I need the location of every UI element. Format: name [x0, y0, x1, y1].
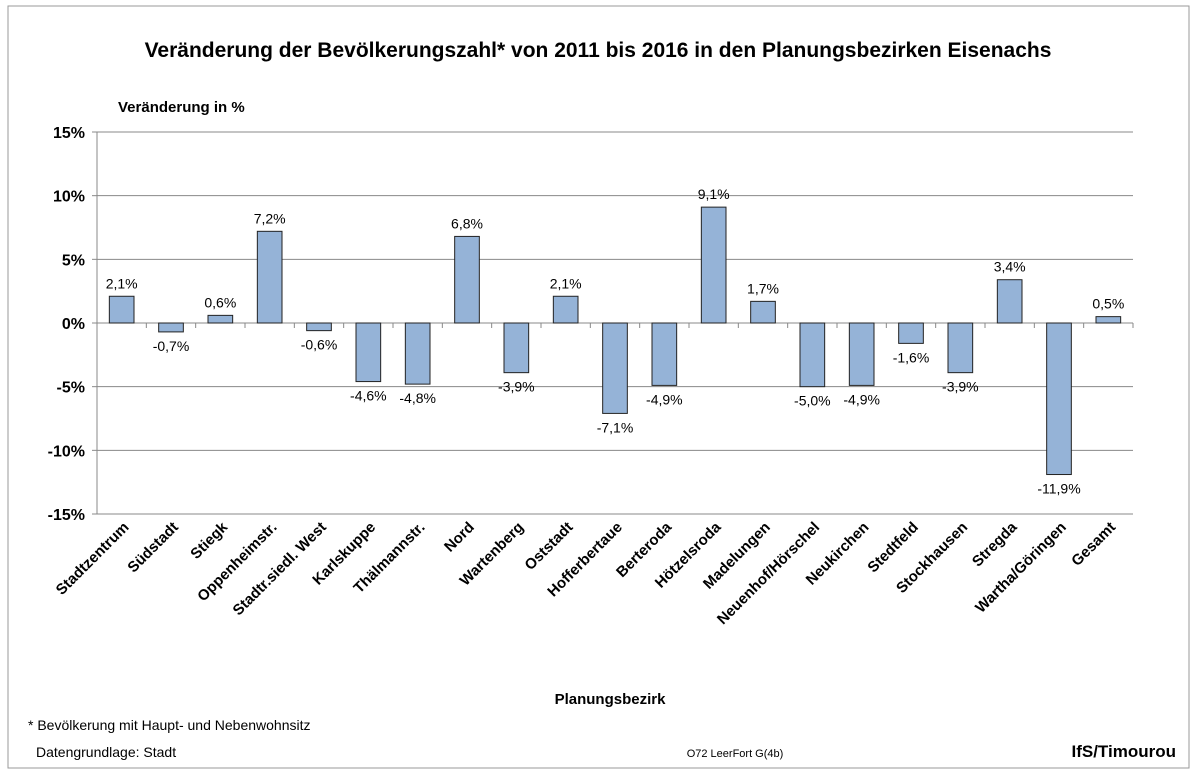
bar	[996, 279, 1023, 324]
y-tick-label: 10%	[53, 189, 85, 206]
chart-title: Veränderung der Bevölkerungszahl* von 20…	[145, 39, 1052, 62]
bar	[1095, 316, 1122, 324]
value-label: 0,6%	[204, 294, 236, 310]
footnote: * Bevölkerung mit Haupt- und Nebenwohnsi…	[28, 717, 311, 733]
value-label: 0,5%	[1092, 296, 1124, 312]
y-tick-label: -10%	[48, 443, 85, 460]
value-label: -11,9%	[1037, 481, 1080, 497]
bar	[602, 322, 628, 414]
y-tick-label: -15%	[48, 507, 85, 524]
value-label: 2,1%	[550, 275, 582, 291]
value-label: -1,6%	[893, 349, 930, 365]
y-axis-label: Veränderung in %	[118, 99, 245, 116]
value-label: -4,8%	[399, 390, 436, 406]
bar	[355, 322, 382, 383]
bar	[158, 322, 184, 333]
y-tick-label: 15%	[53, 125, 85, 142]
value-label: -4,9%	[843, 391, 880, 407]
y-tick-label: -5%	[57, 380, 85, 397]
value-label: 3,4%	[994, 259, 1026, 275]
value-label: -3,9%	[942, 379, 979, 395]
source: Datengrundlage: Stadt	[36, 744, 176, 760]
bar	[799, 322, 826, 388]
value-label: 2,1%	[106, 275, 138, 291]
bar	[306, 322, 332, 332]
bar	[651, 322, 678, 386]
author: IfS/Timourou	[1071, 742, 1176, 761]
value-label: 9,1%	[698, 186, 730, 202]
x-axis-label: Planungsbezirk	[555, 691, 667, 708]
value-label: 7,2%	[254, 210, 286, 226]
value-label: -0,6%	[301, 337, 338, 353]
value-label: -3,9%	[498, 379, 535, 395]
bar	[898, 322, 924, 344]
bar	[750, 300, 776, 324]
value-label: -7,1%	[597, 419, 634, 435]
bar	[256, 230, 283, 324]
bar	[947, 322, 974, 374]
y-tick-label: 0%	[62, 316, 85, 333]
bar	[108, 295, 135, 324]
bar	[552, 295, 579, 324]
value-label: -5,0%	[794, 393, 831, 409]
bar	[207, 314, 234, 324]
bar	[454, 235, 480, 324]
value-label: -4,9%	[646, 391, 683, 407]
bar	[700, 206, 727, 324]
bar	[503, 322, 530, 374]
y-tick-label: 5%	[62, 252, 85, 269]
value-label: -0,7%	[153, 338, 190, 354]
value-label: 6,8%	[451, 215, 483, 231]
bar	[848, 322, 875, 386]
value-label: -4,6%	[350, 388, 387, 404]
code: O72 LeerFort G(4b)	[687, 748, 784, 760]
bar	[1046, 322, 1072, 476]
value-label: 1,7%	[747, 280, 779, 296]
bar	[404, 322, 431, 385]
